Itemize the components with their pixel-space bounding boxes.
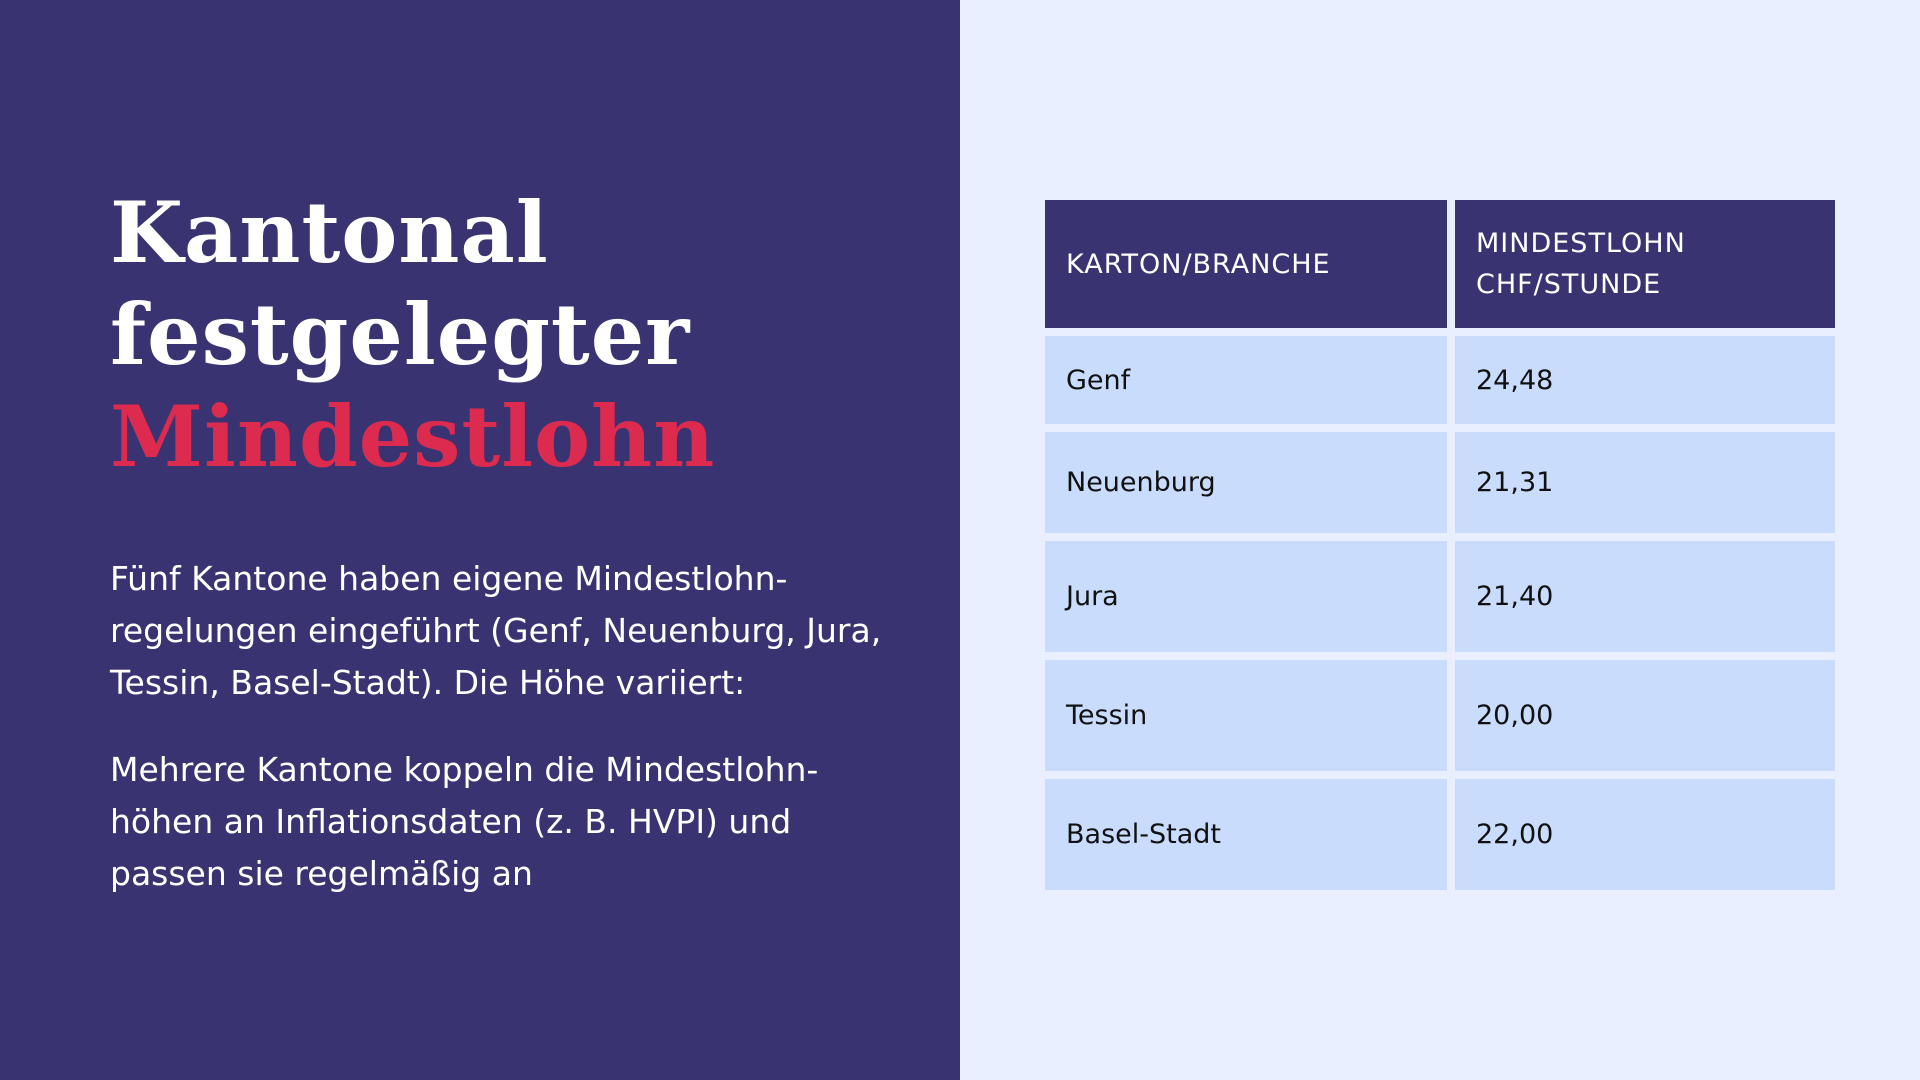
cell-wage: 21,31 (1455, 432, 1835, 533)
header-wage: MINDESTLOHN CHF/STUNDE (1455, 200, 1835, 328)
table-row: Neuenburg 21,31 (1045, 432, 1835, 533)
left-panel: Kantonal festgelegter Mindestlohn Fünf K… (0, 0, 960, 1080)
cell-canton: Genf (1045, 336, 1447, 424)
cell-wage: 20,00 (1455, 660, 1835, 771)
cell-canton: Neuenburg (1045, 432, 1447, 533)
table-header-row: KARTON/BRANCHE MINDESTLOHN CHF/STUNDE (1045, 200, 1835, 328)
table-row: Jura 21,40 (1045, 541, 1835, 652)
cell-canton: Jura (1045, 541, 1447, 652)
minimum-wage-table: KARTON/BRANCHE MINDESTLOHN CHF/STUNDE Ge… (1045, 200, 1835, 898)
table-row: Basel-Stadt 22,00 (1045, 779, 1835, 890)
cell-canton: Tessin (1045, 660, 1447, 771)
title-line-3-accent: Mindestlohn (110, 387, 716, 486)
cell-wage: 22,00 (1455, 779, 1835, 890)
intro-paragraph: Fünf Kantone haben eigene Mindestlohn-re… (110, 559, 882, 702)
right-panel (960, 0, 1920, 1080)
table-row: Tessin 20,00 (1045, 660, 1835, 771)
title-line-2: festgelegter (110, 285, 691, 384)
cell-canton: Basel-Stadt (1045, 779, 1447, 890)
cell-wage: 21,40 (1455, 541, 1835, 652)
table-row: Genf 24,48 (1045, 336, 1835, 424)
title-line-1: Kantonal (110, 183, 549, 282)
header-canton: KARTON/BRANCHE (1045, 200, 1447, 328)
cell-wage: 24,48 (1455, 336, 1835, 424)
slide-title: Kantonal festgelegter Mindestlohn (110, 182, 715, 488)
inflation-paragraph: Mehrere Kantone koppeln die Mindestlohn-… (110, 750, 819, 893)
